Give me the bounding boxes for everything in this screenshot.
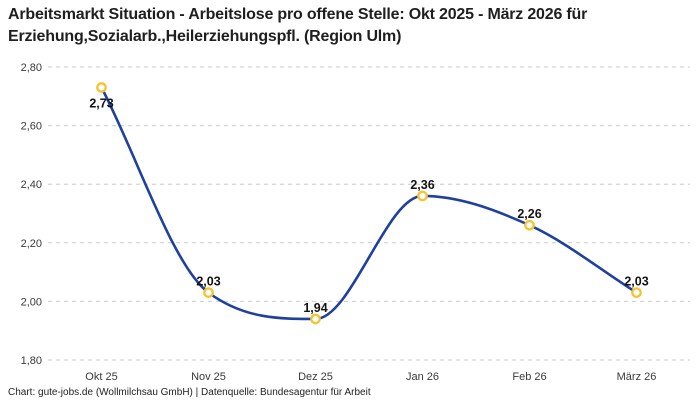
data-point-marker [310, 313, 321, 325]
data-point-marker [524, 219, 535, 231]
data-point-label: 2,03 [624, 275, 648, 289]
data-point-marker [96, 82, 107, 93]
data-point-label: 2,36 [410, 178, 434, 192]
y-axis-tick-label: 2,00 [21, 296, 42, 308]
y-axis-tick-label: 2,80 [21, 62, 42, 74]
x-axis-tick-label: Nov 25 [191, 371, 226, 383]
chart-title-line2: Erziehung,Sozialarb.,Heilerziehungspfl. … [8, 28, 402, 45]
chart-title-line1: Arbeitsmarkt Situation - Arbeitslose pro… [8, 6, 588, 23]
data-point-label: 1,94 [303, 301, 327, 315]
data-point-marker [203, 287, 214, 298]
x-axis-tick-label: Okt 25 [85, 371, 117, 383]
y-axis-tick-label: 2,60 [21, 121, 42, 133]
data-point-label: 2,73 [89, 97, 113, 111]
y-axis-tick-label: 2,40 [21, 179, 42, 191]
x-axis-tick-label: März 26 [617, 371, 657, 383]
x-axis-tick-label: Dez 25 [298, 371, 333, 383]
y-axis-tick-label: 2,20 [21, 238, 42, 250]
line-series [100, 86, 638, 321]
chart-title: Arbeitsmarkt Situation - Arbeitslose pro… [8, 4, 587, 48]
data-point-marker [417, 190, 428, 202]
x-axis-tick-label: Feb 26 [512, 371, 546, 383]
x-axis-tick-label: Jan 26 [406, 371, 439, 383]
data-point-marker [631, 287, 642, 298]
data-point-label: 2,26 [517, 207, 541, 221]
chart-source-attribution: Chart: gute-jobs.de (Wollmilchsau GmbH) … [8, 387, 371, 398]
data-point-label: 2,03 [196, 275, 220, 289]
y-axis-tick-label: 1,80 [21, 355, 42, 367]
